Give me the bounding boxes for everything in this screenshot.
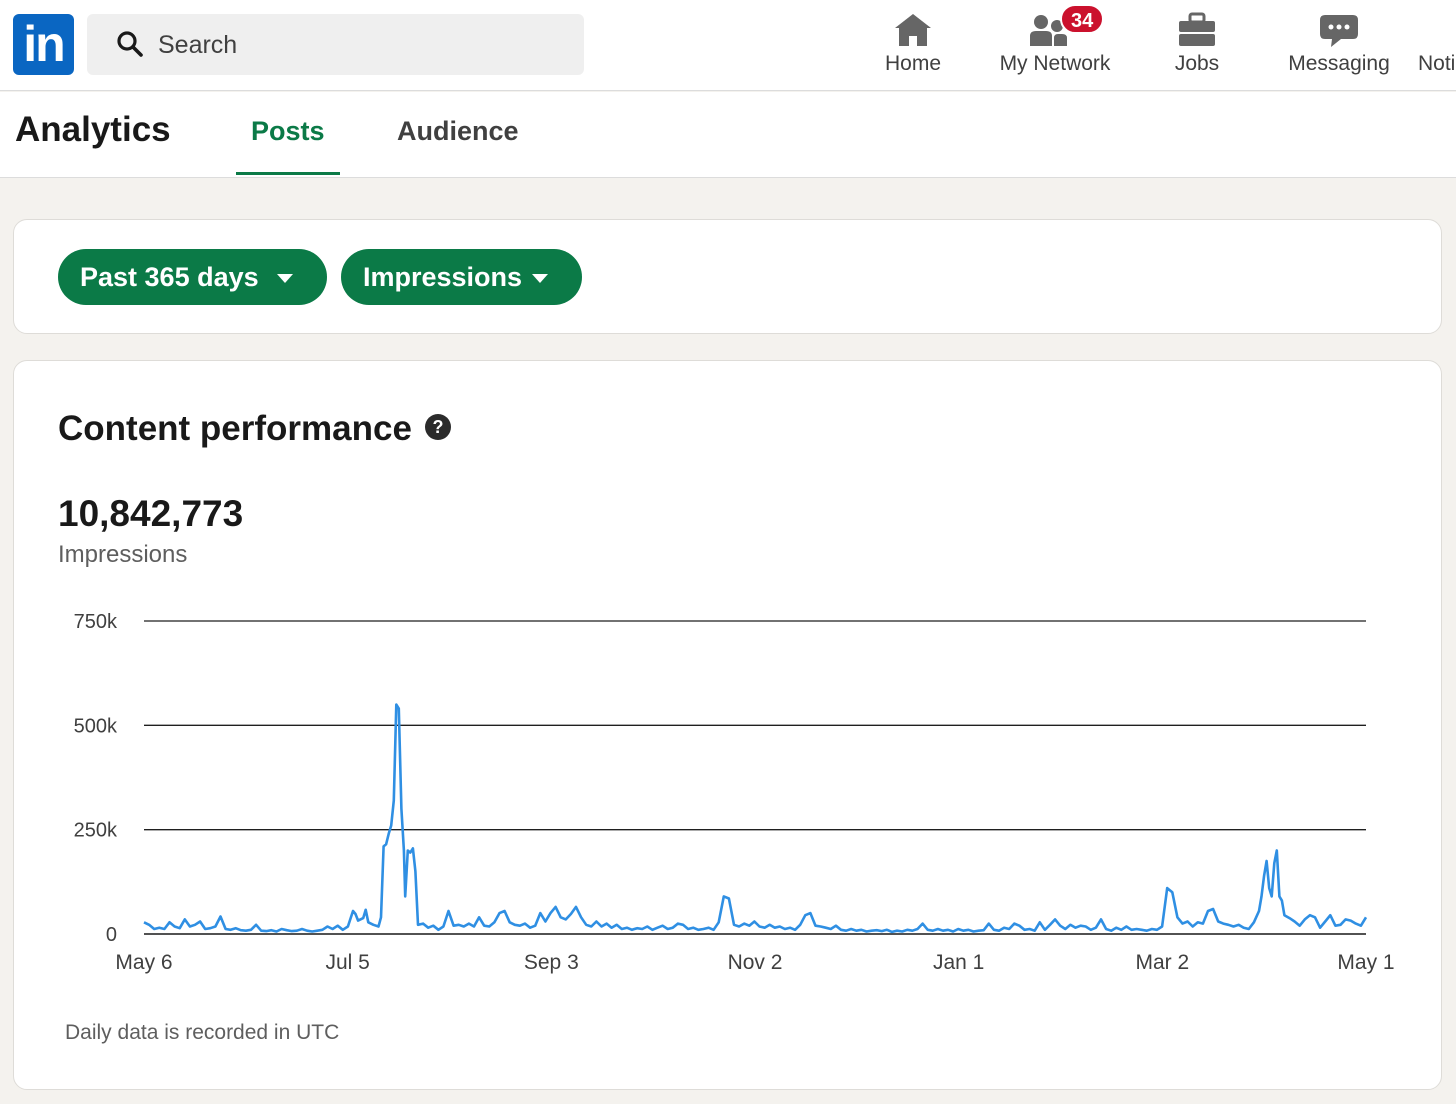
total-impressions-label: Impressions bbox=[58, 541, 188, 568]
y-tick-label: 500k bbox=[74, 715, 118, 737]
nav-notifications[interactable]: Noti bbox=[1418, 0, 1456, 91]
linkedin-logo[interactable]: in bbox=[13, 14, 74, 75]
briefcase-icon bbox=[1179, 12, 1215, 46]
date-range-dropdown[interactable]: Past 365 days bbox=[58, 249, 327, 305]
chevron-down-icon bbox=[277, 274, 293, 283]
x-tick-label: May 1 bbox=[1337, 951, 1394, 974]
x-tick-label: May 6 bbox=[115, 951, 172, 974]
nav-messaging[interactable]: Messaging bbox=[1280, 0, 1398, 91]
nav-messaging-label: Messaging bbox=[1288, 52, 1390, 75]
chevron-down-icon bbox=[532, 274, 548, 283]
metric-dropdown-label: Impressions bbox=[363, 262, 523, 292]
active-tab-indicator bbox=[236, 172, 340, 175]
nav-my-network[interactable]: 34 My Network bbox=[990, 0, 1120, 91]
nav-notifications-label: Noti bbox=[1418, 52, 1456, 75]
date-range-label: Past 365 days bbox=[80, 262, 259, 292]
y-tick-label: 0 bbox=[106, 924, 117, 946]
y-tick-label: 250k bbox=[74, 820, 118, 842]
content-performance-card: Content performance ? 10,842,773 Impress… bbox=[13, 360, 1442, 1090]
home-icon bbox=[895, 14, 931, 46]
search-input[interactable] bbox=[158, 22, 558, 68]
nav-jobs-label: Jobs bbox=[1174, 52, 1220, 75]
x-tick-label: Jan 1 bbox=[933, 951, 984, 974]
impressions-series-line[interactable] bbox=[143, 703, 1368, 934]
page-title: Analytics bbox=[15, 110, 171, 149]
chat-icon bbox=[1320, 15, 1358, 47]
impressions-line-chart[interactable]: 0 250k 500k 750k May 6 Jul 5 Sep 3 Nov 2 Jan 1 Ma… bbox=[14, 361, 1441, 1089]
tab-audience[interactable]: Audience bbox=[397, 116, 519, 146]
top-navigation: in Home 34 My Network Jobs bbox=[0, 0, 1456, 91]
help-icon[interactable]: ? bbox=[425, 414, 451, 440]
notification-badge: 34 bbox=[1060, 4, 1105, 34]
nav-my-network-label: My Network bbox=[999, 52, 1111, 75]
nav-home-label: Home bbox=[884, 52, 942, 75]
x-tick-label: Nov 2 bbox=[728, 951, 783, 974]
y-tick-label: 750k bbox=[74, 611, 118, 633]
tab-posts[interactable]: Posts bbox=[251, 116, 325, 146]
nav-jobs[interactable]: Jobs bbox=[1160, 0, 1234, 91]
x-tick-label: Mar 2 bbox=[1135, 951, 1189, 974]
filter-card: Past 365 days Impressions bbox=[13, 219, 1442, 334]
nav-home[interactable]: Home bbox=[873, 0, 953, 91]
section-title: Content performance bbox=[58, 409, 412, 448]
x-tick-label: Sep 3 bbox=[524, 951, 579, 974]
x-tick-label: Jul 5 bbox=[325, 951, 369, 974]
search-icon bbox=[117, 31, 143, 57]
total-impressions: 10,842,773 bbox=[58, 493, 244, 534]
analytics-header: Analytics Posts Audience bbox=[0, 92, 1456, 178]
metric-dropdown[interactable]: Impressions bbox=[341, 249, 582, 305]
utc-footnote: Daily data is recorded in UTC bbox=[65, 1021, 340, 1044]
